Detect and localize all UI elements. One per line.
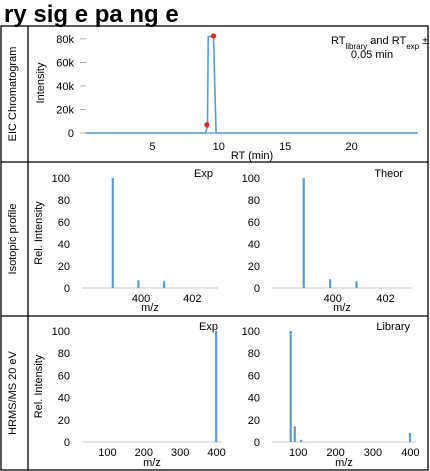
x-tick-label: 402 (183, 293, 201, 305)
x-axis-label: m/z (143, 457, 161, 469)
rt-annotation-line2: 0.05 min (351, 49, 393, 61)
x-tick-label: 100 (98, 447, 116, 459)
y-tick-label: 80 (58, 195, 70, 207)
y-tick-label: 0 (68, 128, 74, 140)
x-tick-label: 400 (324, 293, 342, 305)
x-tick-label: 402 (376, 293, 394, 305)
x-tick-label: 200 (135, 447, 153, 459)
y-tick-label: 20 (248, 415, 260, 427)
rt-marker-point (204, 122, 210, 128)
y-tick-label: 60 (248, 217, 260, 229)
x-tick-label: 15 (279, 141, 291, 153)
row-label-isotopic: Isotopic profile (7, 204, 19, 275)
x-tick-label: 400 (401, 447, 419, 459)
rt-marker-point (210, 33, 217, 39)
y-tick-label: 20 (58, 261, 70, 273)
x-axis-label: m/z (333, 302, 351, 314)
y-tick-label: 40k (56, 81, 74, 93)
x-tick-label: 300 (364, 447, 382, 459)
y-tick-label: 100 (52, 326, 70, 338)
y-tick-label: 60 (58, 370, 70, 382)
x-axis-label: m/z (335, 457, 353, 469)
y-tick-label: 20k (56, 104, 74, 116)
x-tick-label: 5 (149, 141, 155, 153)
y-tick-label: 100 (242, 326, 260, 338)
y-tick-label: 20 (58, 415, 70, 427)
y-tick-label: 40 (248, 239, 260, 251)
x-tick-label: 20 (345, 141, 357, 153)
x-tick-label: 10 (213, 141, 225, 153)
y-tick-label: 0 (64, 283, 70, 295)
x-tick-label: 200 (326, 447, 344, 459)
y-tick-label: 80 (248, 195, 260, 207)
x-tick-label: 400 (207, 447, 225, 459)
y-tick-label: 40 (58, 239, 70, 251)
chromatogram-peak-line (86, 35, 418, 134)
x-tick-label: 400 (132, 293, 150, 305)
y-tick-label: 40 (58, 393, 70, 405)
panel-label: Theor (374, 168, 403, 180)
x-axis-label: m/z (141, 302, 159, 314)
y-axis-label: Rel. Intensity (33, 201, 45, 265)
x-tick-label: 100 (289, 447, 307, 459)
y-tick-label: 80k (56, 34, 74, 46)
rt-annotation: RTlibrary and RTexp ± (331, 35, 428, 51)
y-tick-label: 100 (242, 173, 260, 185)
figure-title: ry sig e pa ng e (4, 1, 179, 28)
panel-label: Library (376, 321, 410, 333)
y-tick-label: 100 (52, 173, 70, 185)
panel-label: Exp (194, 168, 213, 180)
y-tick-label: 0 (254, 437, 260, 449)
panel-label: Exp (199, 321, 218, 333)
y-tick-label: 60k (56, 57, 74, 69)
y-tick-label: 20 (248, 261, 260, 273)
x-tick-label: 300 (171, 447, 189, 459)
y-tick-label: 60 (248, 370, 260, 382)
plot-area: 0 20k 40k 60k 80k 5 10 15 20 RT (min) Intensity RTl… (33, 33, 428, 469)
y-tick-label: 40 (248, 393, 260, 405)
y-tick-label: 0 (254, 283, 260, 295)
row-label-eic: EIC Chromatogram (7, 47, 19, 142)
y-tick-label: 60 (58, 217, 70, 229)
row-label-hrms: HRMS/MS 20 eV (7, 350, 19, 434)
figure-frame (0, 25, 429, 471)
y-tick-label: 80 (248, 348, 260, 360)
y-tick-label: 80 (58, 348, 70, 360)
y-tick-label: 0 (64, 437, 70, 449)
x-axis-label: RT (min) (231, 150, 273, 162)
y-axis-label: Rel. Intensity (33, 354, 45, 418)
y-axis-label: Intensity (35, 62, 47, 103)
